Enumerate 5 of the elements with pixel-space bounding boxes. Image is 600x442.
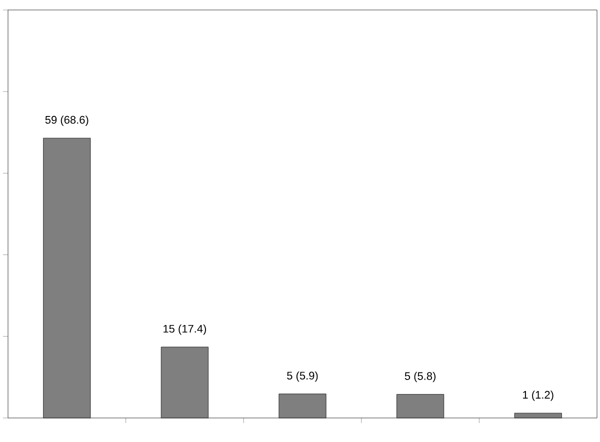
data-label: 5 (5.9) — [287, 371, 318, 382]
data-label: 5 (5.8) — [404, 372, 436, 382]
data-label: 59 (68.6) — [45, 116, 88, 126]
data-label: 1 (1.2) — [523, 390, 554, 401]
data-label: 15 (17.4) — [164, 324, 206, 335]
